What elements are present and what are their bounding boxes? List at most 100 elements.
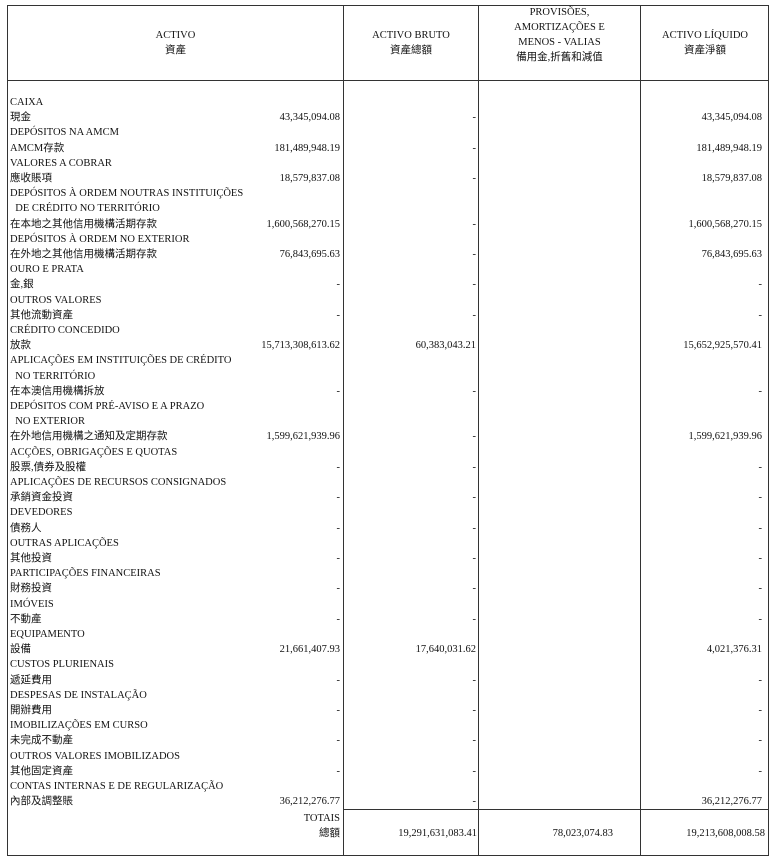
activo-liquido-value: 181,489,948.19 <box>696 142 762 154</box>
header-activo-pt: ACTIVO <box>155 29 196 41</box>
column-divider <box>640 5 641 856</box>
item-label-zh: 財務投資 <box>10 583 52 595</box>
row-label-pt: IMÓVEIS <box>8 597 768 612</box>
activo-liquido-value: - <box>758 674 763 686</box>
activo-liquido-value: 18,579,837.08 <box>701 173 762 184</box>
provisoes-value: - <box>472 385 477 397</box>
table-row: 其他投資 - - - <box>8 551 768 566</box>
item-label-zh: 放款 <box>10 340 31 352</box>
item-label-pt: DEVEDORES <box>10 507 73 519</box>
row-label-pt: DEPÓSITOS COM PRÉ-AVISO E A PRAZO <box>8 399 768 414</box>
header-divider <box>7 80 769 81</box>
activo-bruto-value: - <box>336 553 341 564</box>
item-label-pt: CRÉDITO CONCEDIDO <box>10 325 120 336</box>
activo-bruto-value: - <box>336 613 341 625</box>
balance-sheet-table <box>7 5 769 856</box>
activo-bruto-value: - <box>336 461 341 473</box>
provisoes-value: - <box>472 279 477 291</box>
table-row: 設備 21,661,407.93 17,640,031.62 4,021,376.31 <box>8 642 768 657</box>
item-label-pt: DESPESAS DE INSTALAÇÃO <box>10 689 147 701</box>
item-label-pt: APLICAÇÕES EM INSTITUIÇÕES DE CRÉDITO <box>10 355 232 367</box>
row-label-pt: APLICAÇÕES EM INSTITUIÇÕES DE CRÉDITO <box>8 353 768 368</box>
header-activo: ACTIVO 資產 <box>8 5 343 80</box>
row-label-pt: OURO E PRATA <box>8 262 768 277</box>
activo-liquido-value: - <box>758 553 763 564</box>
table-row: 金,銀 - - - <box>8 277 768 292</box>
item-label-zh: 開辦費用 <box>10 705 52 716</box>
activo-bruto-value: - <box>336 674 341 686</box>
table-row: 應收賬項 18,579,837.08 - 18,579,837.08 <box>8 171 768 186</box>
activo-bruto-value: - <box>336 279 341 291</box>
table-row: 承銷資金投資 - - - <box>8 490 768 505</box>
header-activo-bruto: ACTIVO BRUTO 資產總額 <box>344 5 478 80</box>
item-label-pt: OUTROS VALORES <box>10 294 102 306</box>
item-label-zh: 在本澳信用機構拆放 <box>10 385 105 397</box>
provisoes-value: - <box>472 735 477 747</box>
header-activo-zh: 資產 <box>165 44 186 56</box>
activo-bruto-value: - <box>336 735 341 747</box>
activo-bruto-value: - <box>336 765 341 777</box>
item-label-zh: 其他固定資產 <box>10 765 73 777</box>
item-label-zh: 設備 <box>10 644 31 656</box>
row-label-pt: EQUIPAMENTO <box>8 627 768 642</box>
table-row: AMCM存款 181,489,948.19 - 181,489,948.19 <box>8 141 768 156</box>
row-label-pt: OUTROS VALORES IMOBILIZADOS <box>8 749 768 764</box>
row-label-pt: NO EXTERIOR <box>8 414 768 429</box>
item-label-pt: DE CRÉDITO NO TERRITÓRIO <box>10 203 160 215</box>
item-label-zh: 不動產 <box>10 613 42 625</box>
activo-bruto-value: 1,600,568,270.15 <box>266 218 341 230</box>
item-label-pt: VALORES A COBRAR <box>10 157 112 169</box>
activo-liquido-value: - <box>758 735 763 747</box>
item-label-zh: 股票,債券及股權 <box>10 461 87 473</box>
row-label-pt: CUSTOS PLURIENAIS <box>8 657 768 672</box>
table-row: 在本地之其他信用機構活期存款 1,600,568,270.15 - 1,600,568… <box>8 217 768 232</box>
table-row: 放款 15,713,308,613.62 60,383,043.21 15,652,9… <box>8 338 768 353</box>
item-label-pt: EQUIPAMENTO <box>10 629 85 640</box>
item-label-pt: DEPÓSITOS À ORDEM NO EXTERIOR <box>10 233 190 245</box>
activo-liquido-value: - <box>758 765 763 777</box>
item-label-zh: 債務人 <box>10 522 42 534</box>
activo-bruto-value: 18,579,837.08 <box>279 173 340 184</box>
row-label-pt: OUTROS VALORES <box>8 293 768 308</box>
row-label-pt: NO TERRITÓRIO <box>8 369 768 384</box>
provisoes-value: 17,640,031.62 <box>415 644 476 656</box>
item-label-zh: 未完成不動產 <box>10 735 73 747</box>
row-label-pt: DEVEDORES <box>8 505 768 520</box>
activo-liquido-value: - <box>758 279 763 291</box>
activo-bruto-value: 76,843,695.63 <box>279 249 340 260</box>
provisoes-value: - <box>472 492 477 504</box>
header-provisoes-line: MENOS - VALIAS <box>518 37 601 48</box>
activo-liquido-value: - <box>758 522 763 534</box>
item-label-zh: 在本地之其他信用機構活期存款 <box>10 218 157 230</box>
activo-bruto-value: 43,345,094.08 <box>279 112 340 124</box>
activo-liquido-value: 15,652,925,570.41 <box>683 340 762 352</box>
table-row: 其他固定資產 - - - <box>8 764 768 779</box>
item-label-pt: DEPÓSITOS NA AMCM <box>10 127 119 139</box>
activo-liquido-value: 4,021,376.31 <box>706 644 762 656</box>
row-label-pt: DE CRÉDITO NO TERRITÓRIO <box>8 201 768 216</box>
activo-bruto-value: 21,661,407.93 <box>279 644 340 656</box>
provisoes-value: 60,383,043.21 <box>415 340 476 352</box>
provisoes-value: - <box>472 461 477 473</box>
item-label-zh: 應收賬項 <box>10 173 52 184</box>
totals-divider <box>343 809 769 810</box>
item-label-pt: DEPÓSITOS COM PRÉ-AVISO E A PRAZO <box>10 401 205 412</box>
activo-liquido-value: 1,600,568,270.15 <box>688 218 763 230</box>
table-row: 債務人 - - - <box>8 521 768 536</box>
activo-liquido-value: - <box>758 583 763 595</box>
row-label-pt: IMOBILIZAÇÕES EM CURSO <box>8 718 768 733</box>
header-provisoes: PROVISÕES, AMORTIZAÇÕES E MENOS - VALIAS… <box>479 5 640 80</box>
item-label-pt: OUTROS VALORES IMOBILIZADOS <box>10 750 180 762</box>
row-label-pt: DEPÓSITOS À ORDEM NOUTRAS INSTITUIÇÕES <box>8 186 768 201</box>
header-bruto-pt: ACTIVO BRUTO <box>372 29 450 41</box>
activo-bruto-value: - <box>336 492 341 504</box>
header-provisoes-line: PROVISÕES, <box>529 7 590 18</box>
table-row: 現金 43,345,094.08 - 43,345,094.08 <box>8 110 768 125</box>
header-activo-liquido: ACTIVO LÍQUIDO 資產淨額 <box>641 5 769 80</box>
provisoes-value: - <box>472 613 477 625</box>
provisoes-value: - <box>472 431 477 443</box>
activo-liquido-value: - <box>758 309 763 321</box>
totals-liquido: 19,213,608,008.58 <box>686 828 765 839</box>
provisoes-value: - <box>472 218 477 230</box>
row-label-pt: DESPESAS DE INSTALAÇÃO <box>8 688 768 703</box>
